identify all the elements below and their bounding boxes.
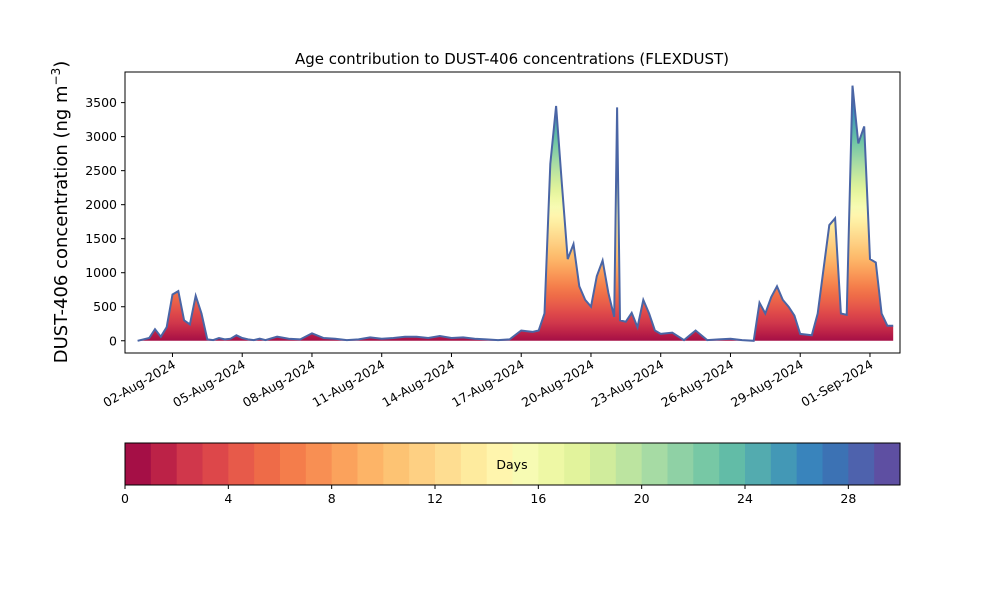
colorbar-swatch <box>254 443 281 485</box>
plot-area <box>137 85 894 342</box>
colorbar-swatch <box>150 443 178 485</box>
colorbar-swatch <box>719 443 746 485</box>
colorbar-swatch <box>409 443 436 485</box>
colorbar-swatch <box>848 443 875 485</box>
x-tick-label: 11-Aug-2024 <box>310 357 388 410</box>
colorbar-label: Days <box>496 457 527 472</box>
x-tick-label: 23-Aug-2024 <box>589 357 667 410</box>
total-concentration-line <box>137 85 894 342</box>
y-axis-label-superscript: −3 <box>49 68 63 86</box>
colorbar-swatch <box>228 443 255 485</box>
colorbar-swatches <box>125 443 901 485</box>
colorbar-tick-label: 16 <box>530 491 546 506</box>
colorbar-swatch <box>305 443 333 485</box>
y-tick-label: 500 <box>93 299 117 314</box>
colorbar: Days 0 4 8 12 16 20 24 28 <box>121 442 901 506</box>
colorbar-swatch <box>280 443 307 485</box>
colorbar-tick-label: 12 <box>427 491 443 506</box>
y-tick-label: 1500 <box>85 231 117 246</box>
colorbar-swatch <box>667 443 694 485</box>
x-axis: 02-Aug-202405-Aug-202408-Aug-202411-Aug-… <box>100 353 875 410</box>
colorbar-swatch <box>745 443 772 485</box>
colorbar-swatch <box>512 443 539 485</box>
colorbar-frame <box>124 442 901 486</box>
colorbar-swatch <box>435 443 462 485</box>
colorbar-swatch <box>125 443 152 485</box>
y-axis-label-text: DUST-406 concentration (ng m <box>51 85 72 363</box>
colorbar-swatch <box>331 443 359 485</box>
y-axis-label: DUST-406 concentration (ng m−3) <box>49 61 72 364</box>
y-tick-label: 2000 <box>85 197 117 212</box>
colorbar-swatch <box>486 443 514 485</box>
colorbar-tick-label: 24 <box>737 491 753 506</box>
concentration-area <box>137 85 894 341</box>
colorbar-swatch <box>693 443 720 485</box>
colorbar-swatch <box>383 443 410 485</box>
x-tick-label: 05-Aug-2024 <box>170 357 248 410</box>
colorbar-swatch <box>460 443 488 485</box>
colorbar-swatch <box>874 443 901 485</box>
y-tick-label: 0 <box>109 333 117 348</box>
x-tick-label: 08-Aug-2024 <box>240 357 318 410</box>
colorbar-tick-label: 8 <box>328 491 336 506</box>
colorbar-swatch <box>176 443 204 485</box>
colorbar-swatch <box>796 443 824 485</box>
colorbar-swatch <box>538 443 565 485</box>
colorbar-swatch <box>202 443 229 485</box>
colorbar-tick-label: 20 <box>634 491 650 506</box>
colorbar-tick-label: 0 <box>121 491 129 506</box>
plot-frame <box>124 71 901 354</box>
x-tick-label: 17-Aug-2024 <box>449 357 527 410</box>
x-tick-label: 14-Aug-2024 <box>379 357 457 410</box>
colorbar-swatch <box>641 443 669 485</box>
colorbar-swatch <box>590 443 617 485</box>
colorbar-swatch <box>564 443 591 485</box>
y-tick-label: 3000 <box>85 129 117 144</box>
x-tick-label: 26-Aug-2024 <box>658 357 736 410</box>
x-tick-label: 01-Sep-2024 <box>798 357 875 410</box>
x-tick-label: 29-Aug-2024 <box>728 357 806 410</box>
x-tick-label: 02-Aug-2024 <box>100 357 178 410</box>
y-tick-label: 2500 <box>85 163 117 178</box>
colorbar-tick-label: 28 <box>840 491 856 506</box>
y-tick-label: 3500 <box>85 95 117 110</box>
y-axis-label-close: ) <box>51 61 72 68</box>
colorbar-tick-label: 4 <box>224 491 232 506</box>
x-tick-label: 20-Aug-2024 <box>519 357 597 410</box>
colorbar-swatch <box>615 443 643 485</box>
colorbar-swatch <box>357 443 384 485</box>
colorbar-axis: 0 4 8 12 16 20 24 28 <box>121 485 856 506</box>
colorbar-swatch <box>822 443 849 485</box>
colorbar-swatch <box>770 443 798 485</box>
y-axis: 0 500 1000 1500 2000 2500 3000 3500 <box>85 95 125 348</box>
chart-title: Age contribution to DUST-406 concentrati… <box>295 50 729 68</box>
y-tick-label: 1000 <box>85 265 117 280</box>
